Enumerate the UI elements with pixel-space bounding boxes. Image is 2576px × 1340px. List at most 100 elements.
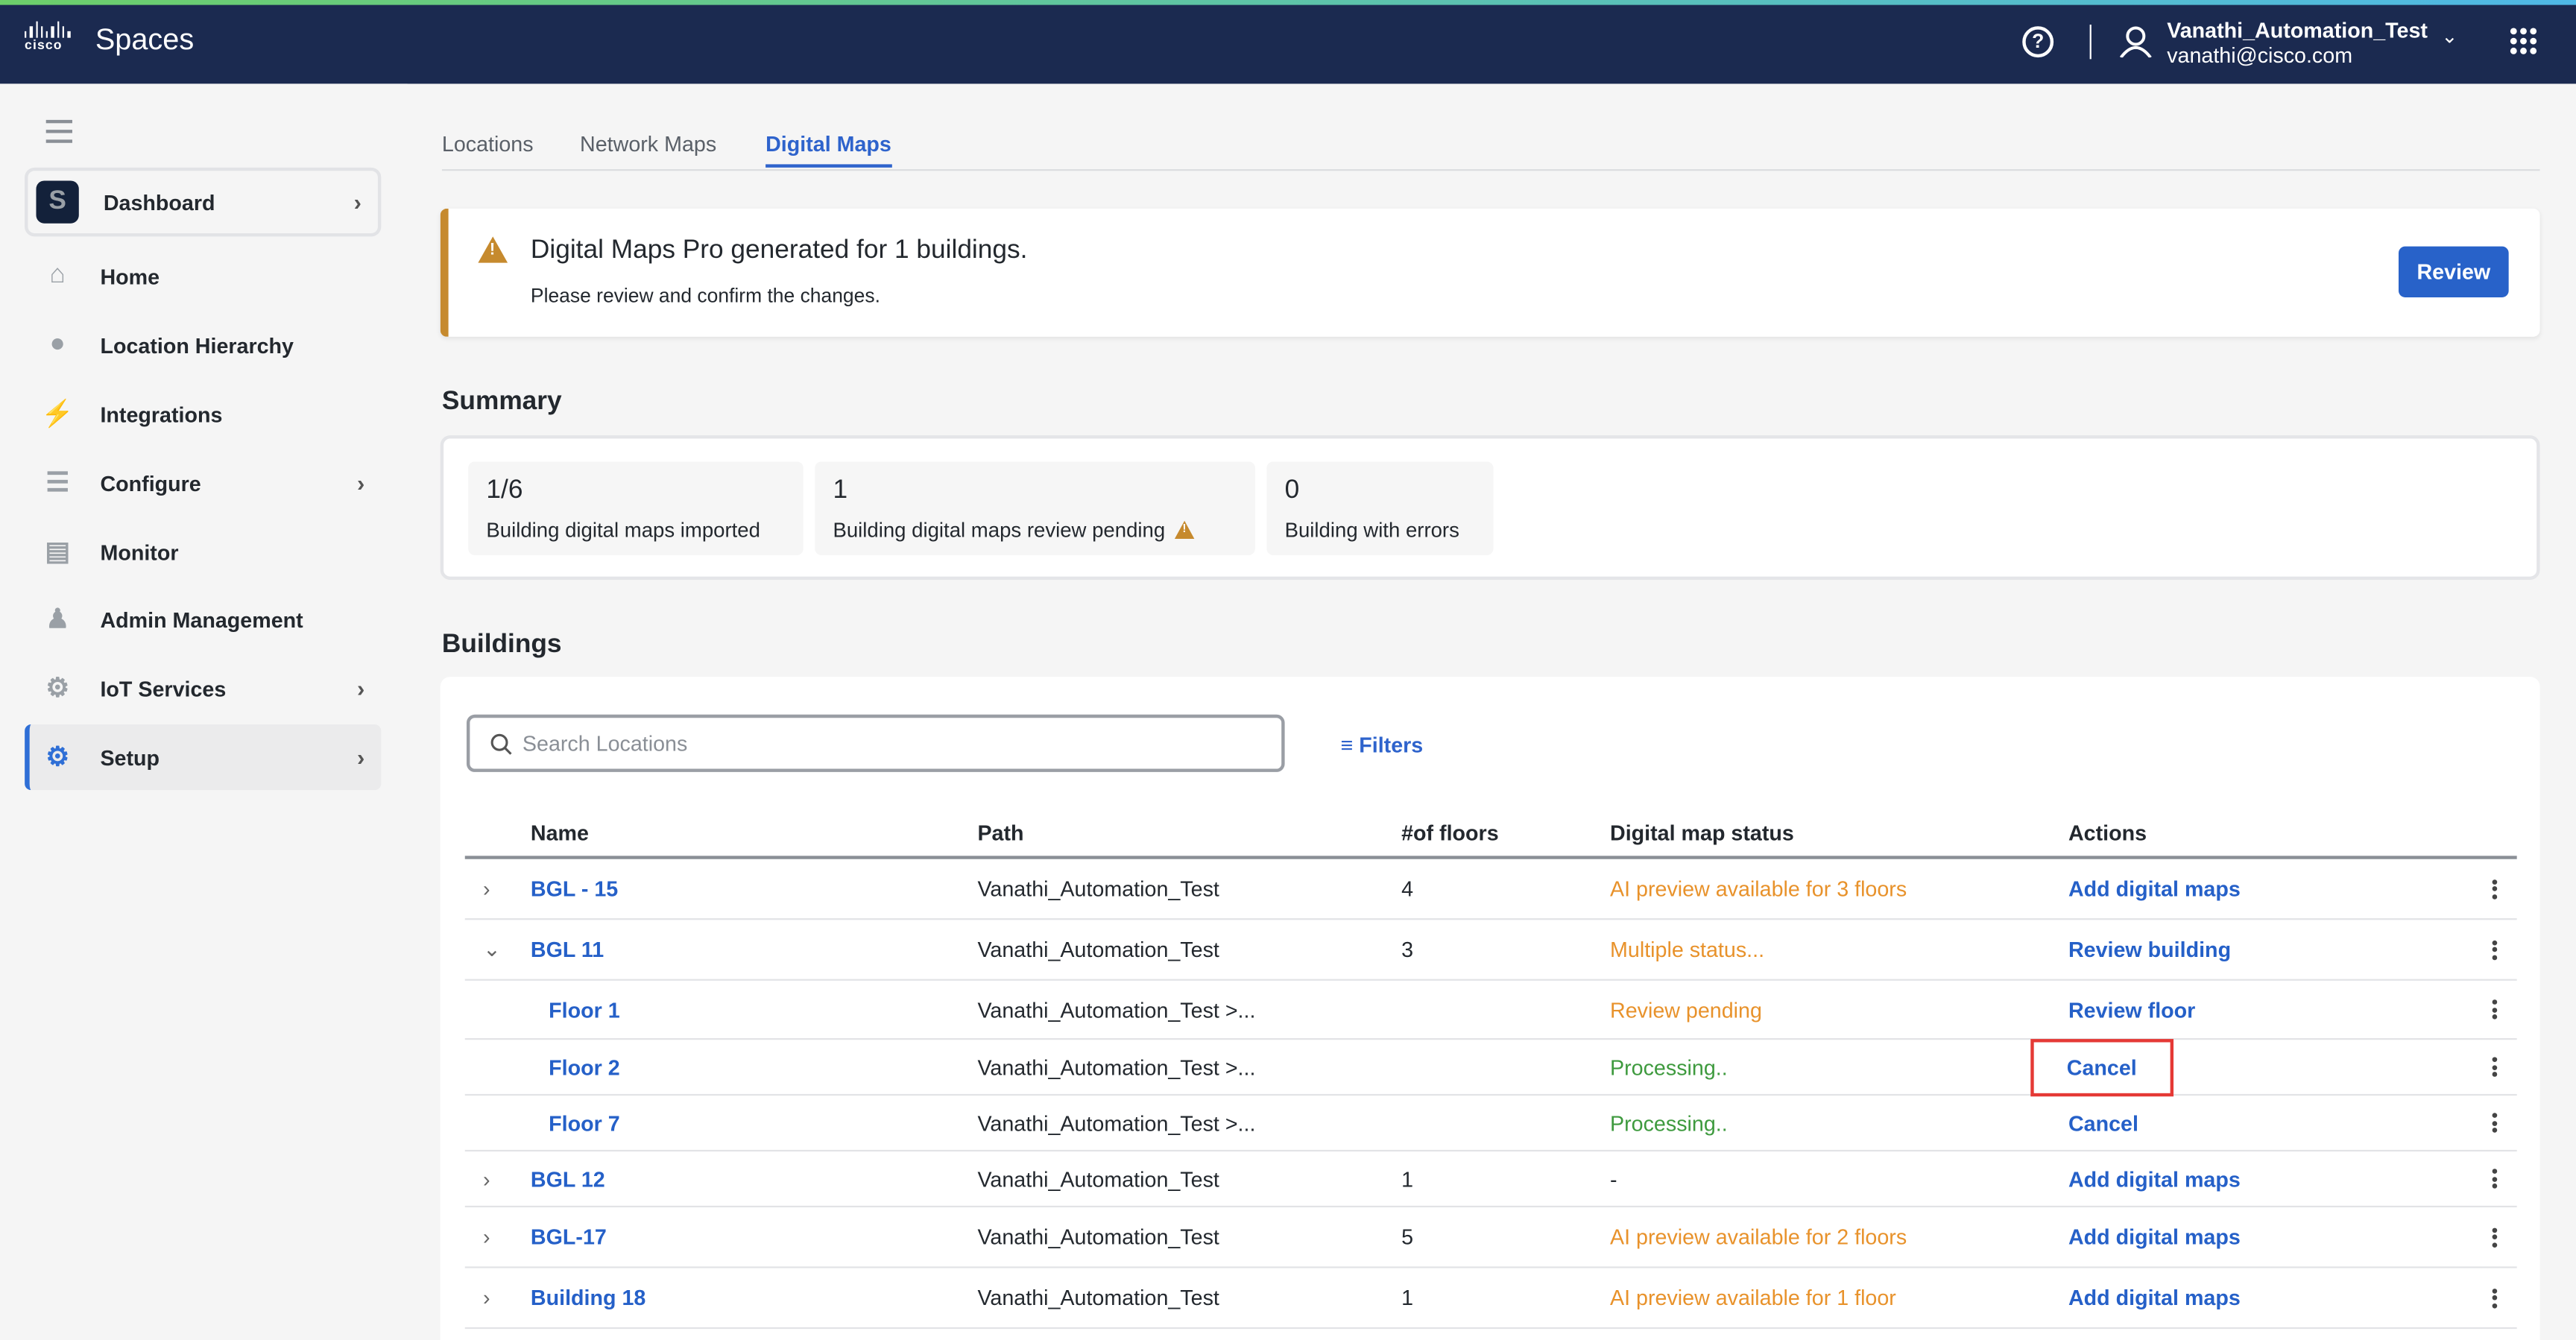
cisco-logo: cisco [25, 21, 71, 53]
row-action-link[interactable]: Cancel [2068, 1110, 2138, 1136]
sidebar-item-iot-services[interactable]: ⚙ IoT Services › [25, 655, 381, 721]
column-status[interactable]: Digital map status [1610, 819, 1794, 844]
sliders-icon: ☰ [45, 470, 69, 498]
banner-title: Digital Maps Pro generated for 1 buildin… [530, 236, 1028, 265]
tab-locations[interactable]: Locations [441, 131, 534, 157]
sidebar-item-setup[interactable]: ⚙ Setup › [25, 724, 382, 791]
tab-digital-maps[interactable]: Digital Maps [765, 131, 891, 168]
warning-icon [478, 236, 508, 263]
row-action-link[interactable]: Add digital maps [2068, 876, 2241, 901]
row-floors: 5 [1401, 1224, 1414, 1250]
row-status: Processing.. [1610, 1055, 1728, 1080]
row-action-link[interactable]: Cancel [2030, 1037, 2174, 1096]
user-icon[interactable] [2119, 25, 2152, 58]
row-name-link[interactable]: BGL 11 [530, 937, 604, 962]
sidebar-item-label: Monitor [100, 540, 179, 565]
chevron-right-icon[interactable]: › [483, 876, 490, 901]
row-name-link[interactable]: Floor 2 [549, 1055, 620, 1080]
row-status: Review pending [1610, 996, 1762, 1022]
more-options-icon[interactable] [2492, 1224, 2498, 1249]
table-row[interactable]: ⌄ BGL 11 Vanathi_Automation_Test 3 Multiple … [464, 920, 2517, 981]
table-row[interactable]: › BGL 12 Vanathi_Automation_Test 1 - Add digi… [464, 1151, 2517, 1208]
chip-icon: ⚙ [45, 674, 69, 704]
search-input[interactable] [522, 730, 1246, 756]
more-options-icon[interactable] [2492, 937, 2498, 961]
row-name-link[interactable]: Building 18 [530, 1285, 646, 1310]
row-status: AI preview available for 3 floors [1610, 876, 1907, 901]
review-banner: Digital Maps Pro generated for 1 buildin… [440, 208, 2540, 337]
chevron-right-icon: › [357, 674, 365, 702]
filter-icon: ≡ [1340, 733, 1360, 758]
chevron-right-icon: › [357, 744, 365, 771]
row-name-link[interactable]: BGL - 15 [530, 876, 619, 901]
sidebar: S Dashboard › ⌂ Home ● Location Hierarchy ⚡ I… [0, 83, 408, 1340]
tab-network-maps[interactable]: Network Maps [580, 131, 717, 157]
chevron-right-icon[interactable]: › [483, 1224, 490, 1250]
more-options-icon[interactable] [2492, 1166, 2498, 1191]
sidebar-item-configure[interactable]: ☰ Configure › [25, 450, 381, 516]
table-row[interactable]: Floor 2 Vanathi_Automation_Test >... Proce… [464, 1037, 2517, 1096]
sidebar-item-home[interactable]: ⌂ Home [25, 243, 381, 309]
chevron-down-icon[interactable]: ⌄ [2441, 25, 2458, 48]
chevron-down-icon[interactable]: ⌄ [483, 936, 502, 961]
stat-imported: 1/6 Building digital maps imported [468, 461, 804, 555]
more-options-icon[interactable] [2492, 1110, 2498, 1135]
row-action-link[interactable]: Add digital maps [2068, 1285, 2241, 1310]
review-button[interactable]: Review [2398, 246, 2509, 297]
filters-label: Filters [1359, 733, 1424, 758]
top-bar: cisco Spaces ? Vanathi_Automation_Test v… [0, 0, 2576, 84]
row-action-link[interactable]: Add digital maps [2068, 1166, 2241, 1191]
column-actions[interactable]: Actions [2068, 819, 2147, 844]
row-name-link[interactable]: BGL-17 [530, 1224, 607, 1250]
more-options-icon[interactable] [2492, 1055, 2498, 1079]
row-path: Vanathi_Automation_Test [977, 1285, 1219, 1310]
row-action-link[interactable]: Review floor [2068, 996, 2196, 1022]
banner-subtitle: Please review and confirm the changes. [530, 284, 880, 308]
row-action-link[interactable]: Review building [2068, 937, 2232, 962]
row-name-link[interactable]: BGL 12 [530, 1166, 605, 1191]
row-name-link[interactable]: Floor 1 [549, 996, 620, 1022]
sidebar-item-location-hierarchy[interactable]: ● Location Hierarchy [25, 312, 381, 378]
stat-label: Building with errors [1284, 519, 1459, 543]
table-row[interactable]: › BGL - 15 Vanathi_Automation_Test 4 AI prev… [464, 859, 2517, 920]
row-status: AI preview available for 1 floor [1610, 1285, 1896, 1310]
summary-panel: 1/6 Building digital maps imported 1 Build… [440, 435, 2540, 581]
row-action-link[interactable]: Add digital maps [2068, 1224, 2241, 1250]
stat-value: 1/6 [486, 476, 523, 505]
stat-errors: 0 Building with errors [1266, 461, 1494, 555]
search-icon [490, 733, 512, 754]
more-options-icon[interactable] [2492, 876, 2498, 901]
table-row[interactable]: Floor 1 Vanathi_Automation_Test >... Revie… [464, 981, 2517, 1040]
summary-title: Summary [441, 388, 562, 416]
sidebar-item-dashboard[interactable]: S Dashboard › [25, 167, 382, 237]
row-name-link[interactable]: Floor 7 [549, 1110, 620, 1136]
chevron-right-icon[interactable]: › [483, 1285, 490, 1310]
column-floors[interactable]: #of floors [1401, 819, 1499, 844]
sidebar-item-label: Dashboard [103, 189, 215, 215]
filters-button[interactable]: ≡ Filters [1341, 733, 1424, 757]
sidebar-item-integrations[interactable]: ⚡ Integrations [25, 381, 381, 446]
row-path: Vanathi_Automation_Test >... [977, 1110, 1256, 1136]
sidebar-item-label: Configure [100, 470, 201, 496]
chevron-right-icon: › [357, 470, 365, 496]
table-row[interactable]: › Building 18 Vanathi_Automation_Test 1 AI p… [464, 1268, 2517, 1330]
column-name[interactable]: Name [530, 819, 589, 844]
home-icon: ⌂ [49, 261, 66, 289]
search-field[interactable] [466, 714, 1285, 772]
help-icon[interactable]: ? [2022, 26, 2054, 58]
table-row[interactable]: › BGL-17 Vanathi_Automation_Test 5 AI previe… [464, 1207, 2517, 1268]
app-grid-icon[interactable] [2510, 28, 2537, 54]
chevron-right-icon[interactable]: › [483, 1166, 490, 1191]
hamburger-menu-icon[interactable] [45, 119, 72, 150]
table-row[interactable]: Floor 7 Vanathi_Automation_Test >... Proce… [464, 1096, 2517, 1152]
row-floors: 4 [1401, 876, 1414, 901]
sidebar-item-monitor[interactable]: ▤ Monitor [25, 519, 381, 584]
more-options-icon[interactable] [2492, 1286, 2498, 1310]
row-status: AI preview available for 2 floors [1610, 1224, 1907, 1250]
user-name[interactable]: Vanathi_Automation_Test [2167, 18, 2428, 43]
sidebar-item-admin-management[interactable]: ♟ Admin Management [25, 587, 381, 652]
row-path: Vanathi_Automation_Test [977, 1224, 1219, 1250]
more-options-icon[interactable] [2492, 997, 2498, 1022]
column-path[interactable]: Path [977, 819, 1024, 844]
monitor-chart-icon: ▤ [45, 538, 70, 567]
